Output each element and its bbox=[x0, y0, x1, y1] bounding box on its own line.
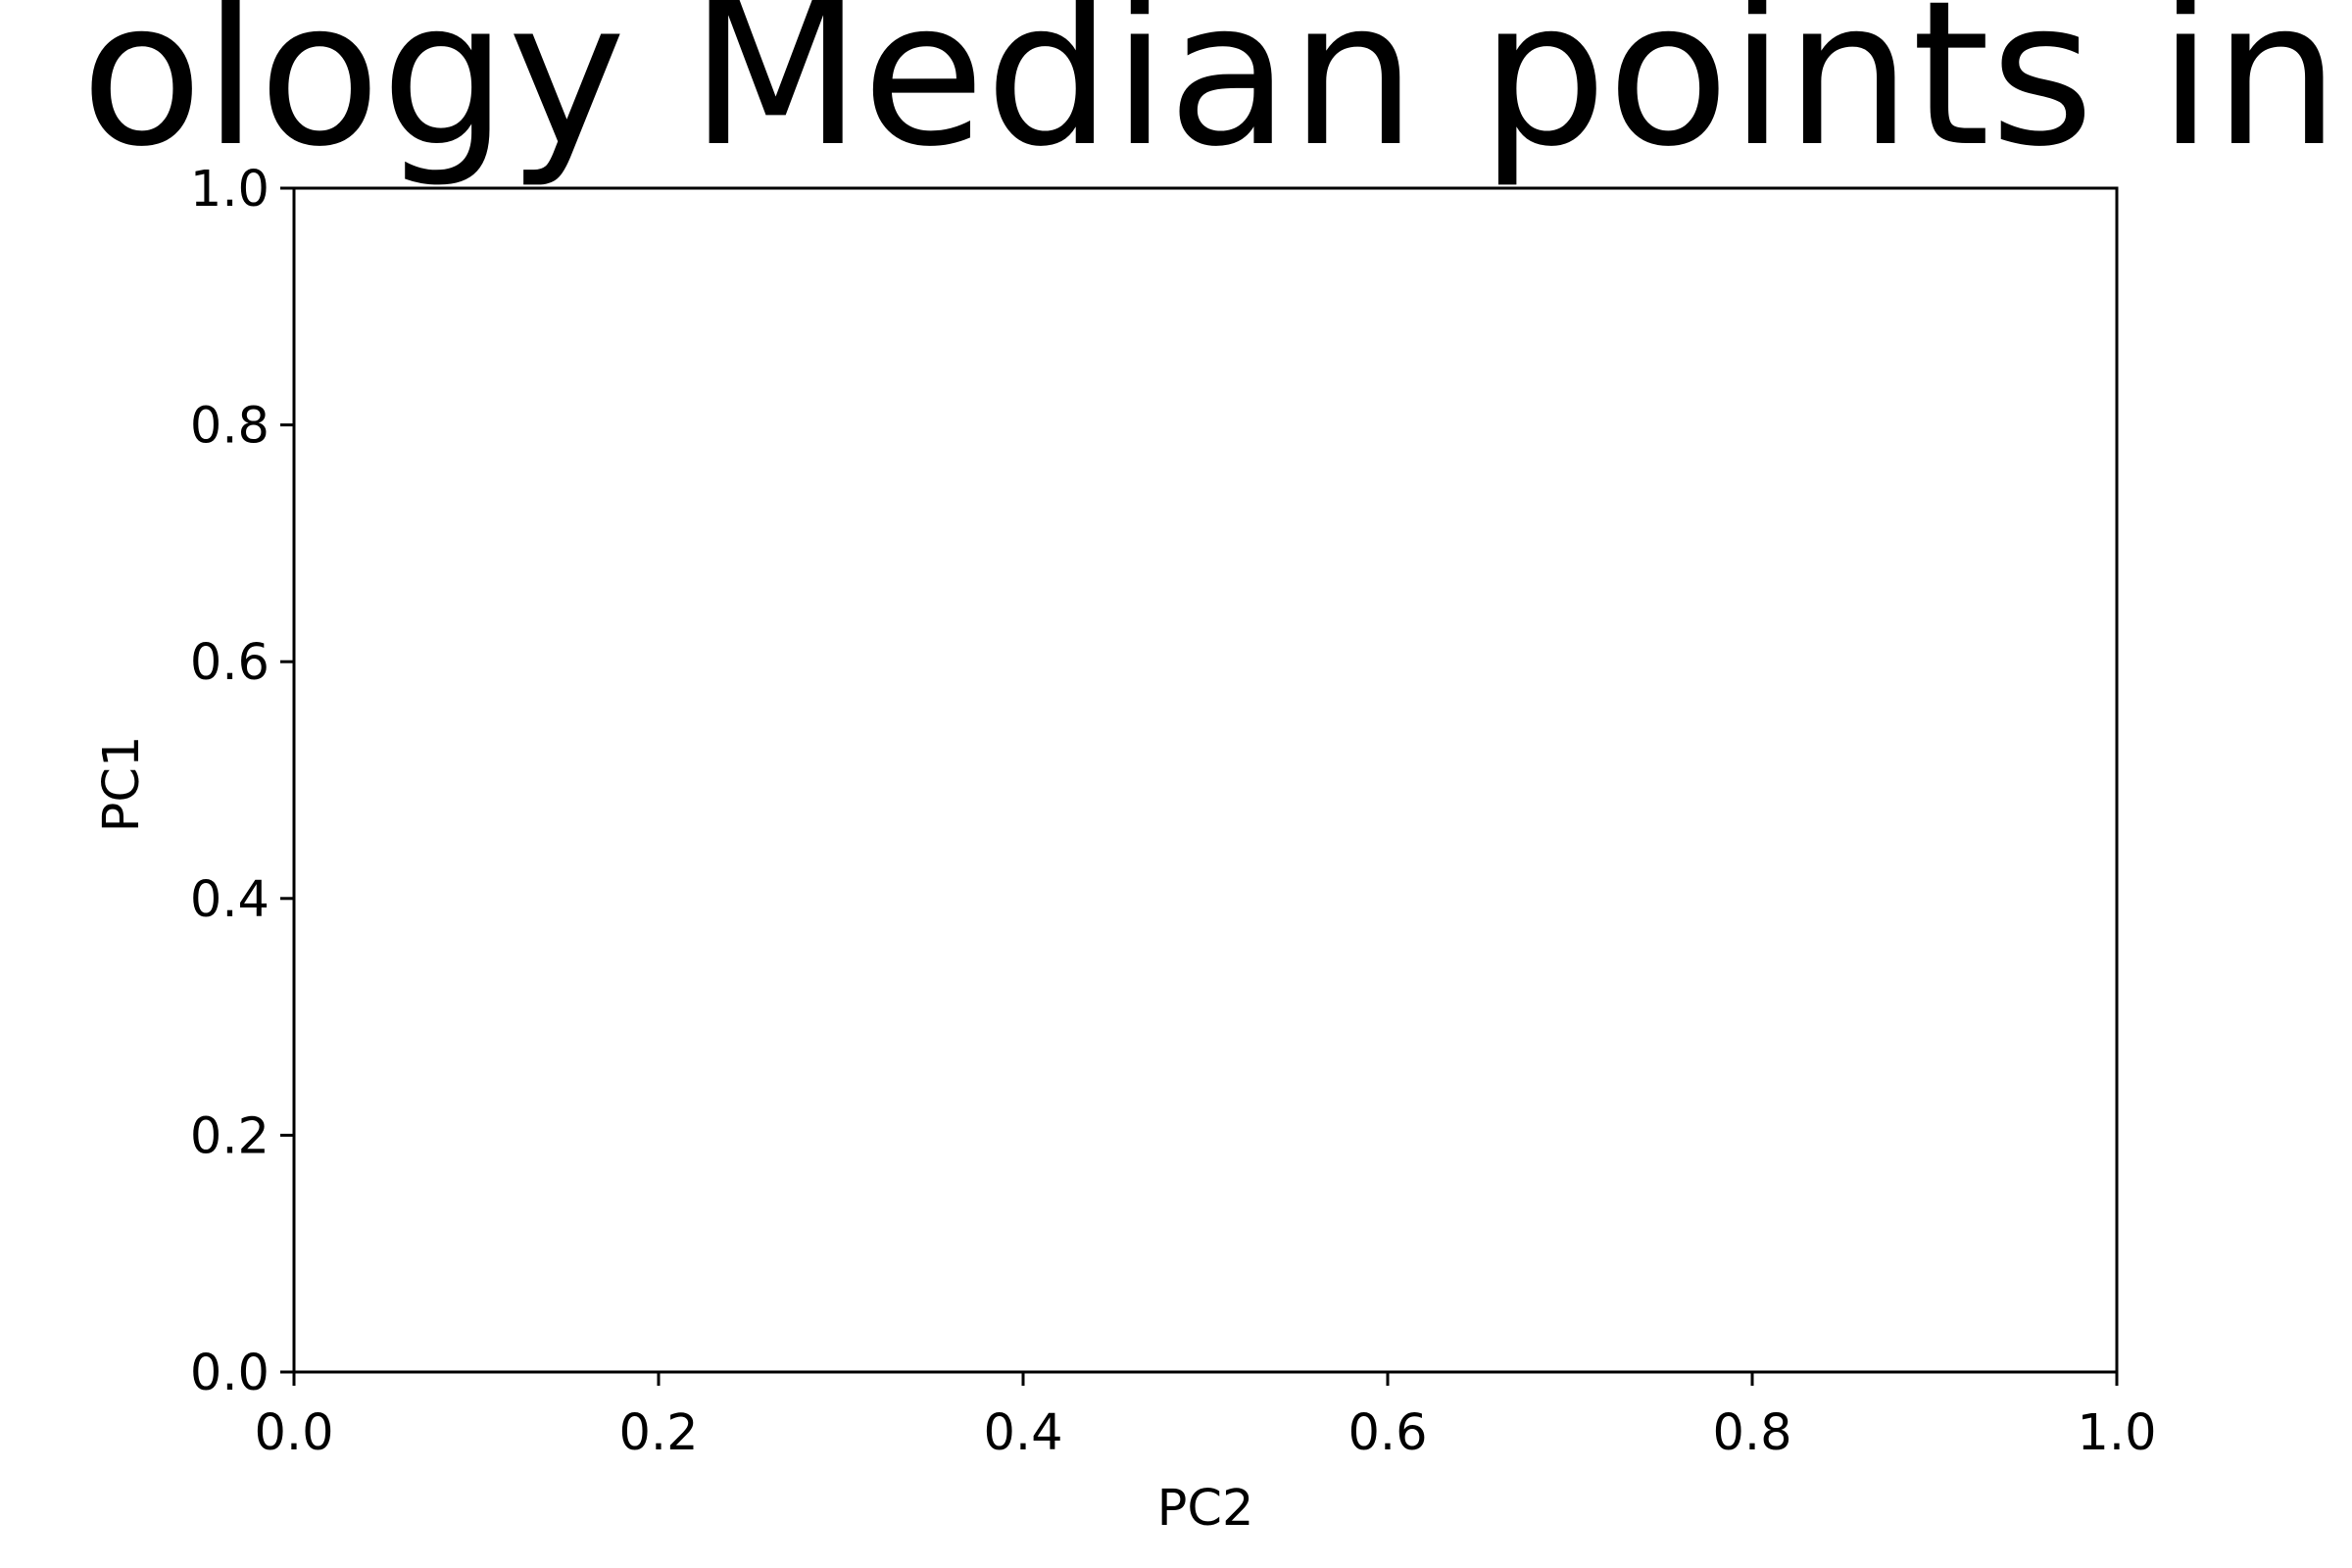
y-tick-label: 0.4 bbox=[190, 871, 270, 929]
y-tick-label: 1.0 bbox=[190, 161, 270, 219]
y-axis-label: PC1 bbox=[93, 736, 151, 833]
x-tick-label: 0.8 bbox=[1712, 1404, 1791, 1462]
x-tick-label: 0.4 bbox=[983, 1404, 1062, 1462]
x-tick-label: 0.6 bbox=[1348, 1404, 1427, 1462]
y-tick-label: 0.2 bbox=[190, 1107, 270, 1165]
y-axis: 0.0 0.2 0.4 0.6 0.8 1.0 bbox=[190, 161, 294, 1402]
x-axis: 0.0 0.2 0.4 0.6 0.8 1.0 bbox=[254, 1372, 2157, 1462]
y-tick-label: 0.8 bbox=[190, 398, 270, 456]
y-tick-label: 0.0 bbox=[190, 1345, 270, 1402]
x-tick-label: 0.2 bbox=[618, 1404, 698, 1462]
chart-title: ology Median points in bbox=[80, 0, 2340, 191]
x-tick-label: 0.0 bbox=[254, 1404, 333, 1462]
plot-area bbox=[292, 186, 2119, 1374]
x-tick-label: 1.0 bbox=[2077, 1404, 2156, 1462]
y-tick-label: 0.6 bbox=[190, 634, 270, 692]
x-axis-label: PC2 bbox=[1157, 1480, 1254, 1538]
